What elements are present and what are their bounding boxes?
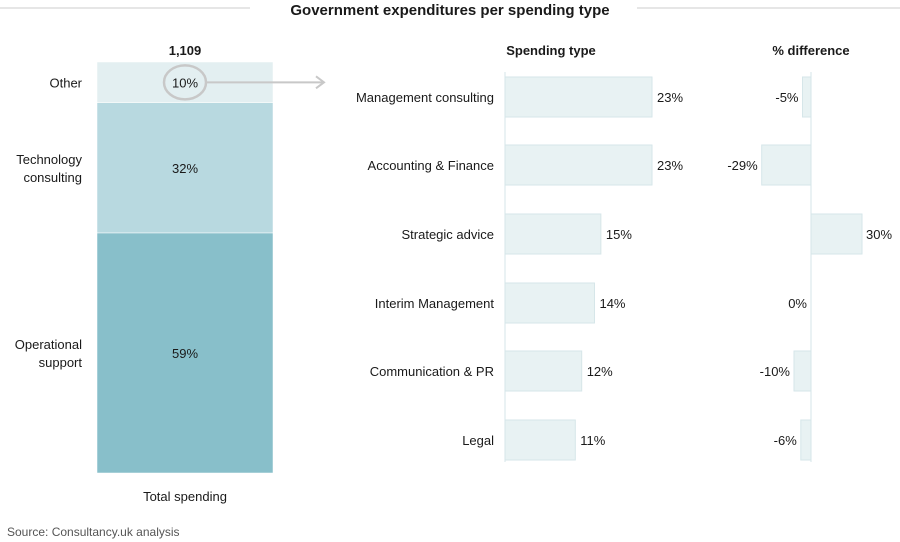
stack-segment-technology-consulting xyxy=(96,102,274,234)
category-label-accounting-and-finance: Accounting & Finance xyxy=(368,158,494,173)
difference-bar-communication-and-pr xyxy=(793,350,812,392)
stack-label-technology-consulting: consulting xyxy=(23,170,82,185)
spending-type-group: Spending type Management consulting 23% Acc… xyxy=(356,43,683,462)
spending-type-header: Spending type xyxy=(506,43,596,58)
stacked-bar-group: 1,109 59% Operational support 32% Technology c… xyxy=(15,43,326,504)
spending-value-management-consulting: 23% xyxy=(657,90,683,105)
stack-label-operational-support: Operational xyxy=(15,337,82,352)
chart-title: Government expenditures per spending typ… xyxy=(290,2,609,19)
stack-value-other: 10% xyxy=(172,75,198,90)
difference-bar-management-consulting xyxy=(802,76,812,118)
category-label-communication-and-pr: Communication & PR xyxy=(370,364,494,379)
spending-value-communication-and-pr: 12% xyxy=(587,364,613,379)
total-value-label: 1,109 xyxy=(169,43,202,58)
spending-value-strategic-advice: 15% xyxy=(606,227,632,242)
spending-bar-interim-management xyxy=(504,282,595,324)
category-label-strategic-advice: Strategic advice xyxy=(402,227,495,242)
stack-label-operational-support: support xyxy=(39,355,83,370)
stack-label-technology-consulting: Technology xyxy=(16,152,82,167)
x-axis-label: Total spending xyxy=(143,489,227,504)
difference-value-legal: -6% xyxy=(774,433,798,448)
spending-value-accounting-and-finance: 23% xyxy=(657,158,683,173)
source-note: Source: Consultancy.uk analysis xyxy=(7,525,180,539)
spending-bar-communication-and-pr xyxy=(504,350,583,392)
spending-bar-legal xyxy=(504,419,576,461)
difference-bar-accounting-and-finance xyxy=(761,144,812,186)
difference-value-management-consulting: -5% xyxy=(775,90,799,105)
highlight-arrow-head xyxy=(315,75,326,90)
difference-group: % difference -5% -29% 30% 0% -10% -6% xyxy=(727,43,892,462)
category-label-management-consulting: Management consulting xyxy=(356,90,494,105)
stack-segment-operational-support xyxy=(96,232,274,474)
category-label-interim-management: Interim Management xyxy=(375,296,495,311)
difference-value-communication-and-pr: -10% xyxy=(760,364,791,379)
stack-label-other: Other xyxy=(49,75,82,90)
difference-bar-legal xyxy=(800,419,812,461)
category-label-legal: Legal xyxy=(462,433,494,448)
spending-bar-accounting-and-finance xyxy=(504,144,653,186)
spending-value-interim-management: 14% xyxy=(599,296,625,311)
difference-value-strategic-advice: 30% xyxy=(866,227,892,242)
spending-bar-strategic-advice xyxy=(504,213,602,255)
difference-header: % difference xyxy=(772,43,849,58)
stack-value-operational-support: 59% xyxy=(172,346,198,361)
stack-value-technology-consulting: 32% xyxy=(172,161,198,176)
spending-value-legal: 11% xyxy=(580,433,605,448)
highlight-circle xyxy=(162,64,208,101)
difference-value-accounting-and-finance: -29% xyxy=(727,158,758,173)
difference-value-interim-management: 0% xyxy=(788,296,807,311)
difference-bar-strategic-advice xyxy=(810,213,863,255)
spending-bar-management-consulting xyxy=(504,76,653,118)
